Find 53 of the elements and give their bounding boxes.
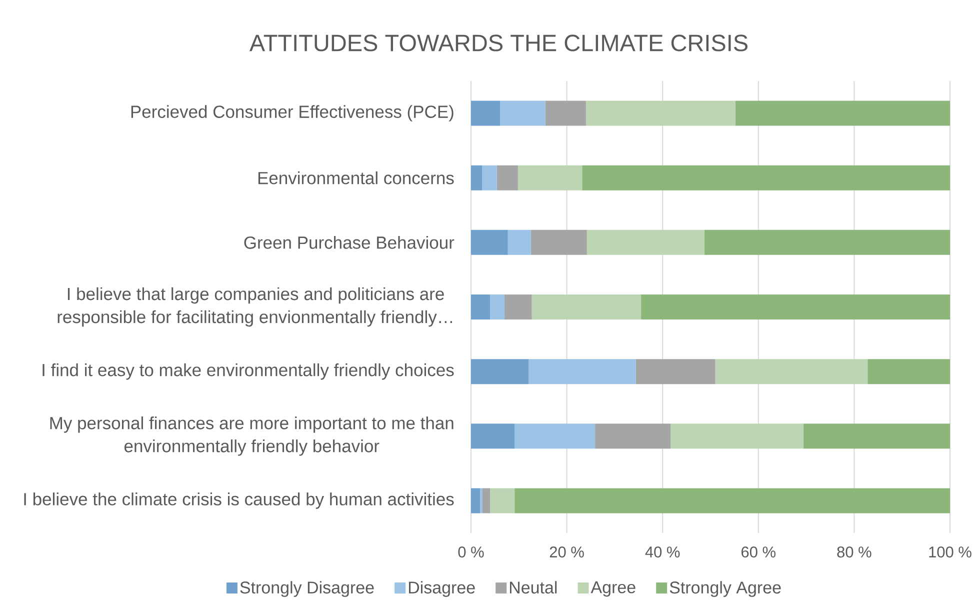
bar [595, 424, 671, 449]
bar [715, 359, 868, 384]
bar [532, 294, 642, 320]
y-tick-label: Eenvironmental concerns [258, 171, 454, 184]
bar [641, 294, 950, 320]
legend-label: Neutal [510, 581, 557, 594]
bar [496, 165, 518, 190]
bar [514, 424, 596, 449]
bar [471, 424, 515, 449]
bar [504, 294, 532, 320]
bar [586, 230, 704, 255]
x-tick-label: 80 % [837, 546, 872, 558]
legend-label: Strongly Disagree [240, 581, 374, 597]
x-tick-label: 60 % [742, 546, 776, 558]
bar [704, 230, 950, 255]
y-tick-label: Percieved Consumer Effectiveness (PCE) [131, 105, 454, 122]
bar [868, 359, 950, 384]
y-tick-label: I find it easy to make environmentally friendly choices [42, 363, 454, 380]
bar [490, 294, 505, 320]
y-tick-label: My personal finances are more important to me than environmentally friendly behavior [50, 416, 454, 456]
bar [471, 488, 480, 514]
bar [735, 100, 950, 126]
bar [803, 424, 950, 449]
bar [471, 100, 500, 126]
bar [471, 294, 490, 320]
bar [518, 165, 582, 190]
bar [490, 488, 515, 514]
chart-title: ATTITUDES TOWARDS THE CLIMATE CRISIS [249, 34, 748, 52]
bar [482, 165, 497, 190]
bar [530, 230, 587, 255]
bar [586, 100, 736, 126]
bar [582, 165, 950, 190]
bar [471, 165, 482, 190]
bar [545, 100, 586, 126]
bar [670, 424, 804, 449]
x-tick-label: 0 % [458, 546, 484, 558]
x-tick-label: 20 % [550, 546, 584, 558]
legend-label: Agree [590, 581, 636, 597]
bar [471, 230, 508, 255]
y-tick-label: Green Purchase Behaviour [244, 236, 454, 249]
bar [528, 359, 636, 384]
bar [508, 230, 531, 255]
y-tick-label: I believe the climate crisis is caused by human activities [24, 492, 454, 509]
legend-label: Strongly Agree [670, 581, 781, 597]
x-tick-label: 40 % [645, 546, 680, 558]
legend-label: Disagree [408, 581, 475, 597]
bar [636, 359, 716, 384]
bar [514, 488, 950, 514]
bar [500, 100, 546, 126]
y-tick-label: I believe that large companies and politicians are responsible for facilitating envionmentally friendly… [58, 287, 452, 327]
bar [471, 359, 528, 384]
bar [482, 488, 490, 514]
x-tick-label: 100 % [929, 546, 972, 558]
